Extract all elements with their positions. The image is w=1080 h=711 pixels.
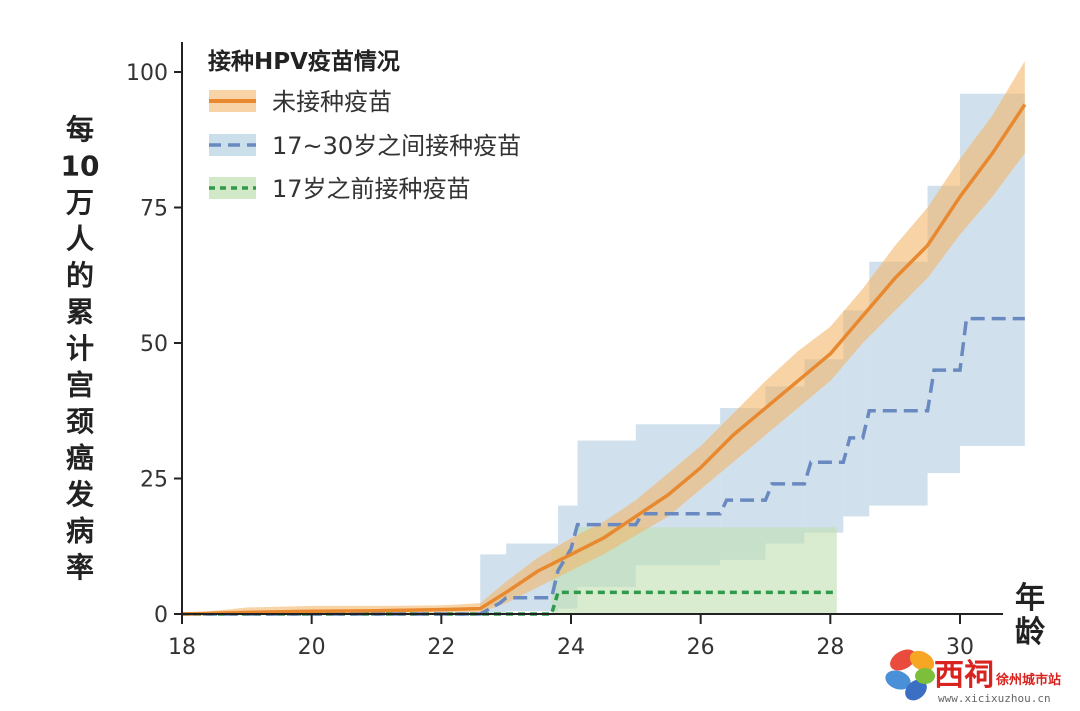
x-axis-ticks: 18 20 22 24 26 28 30 [168, 614, 974, 660]
watermark-site-name: 徐州城市站 [995, 672, 1061, 688]
x-tick-label: 20 [298, 635, 326, 660]
x-tick-label: 18 [168, 635, 196, 660]
y-tick-label: 50 [140, 332, 168, 357]
y-tick-label: 25 [140, 468, 168, 493]
y-tick-label: 75 [140, 197, 168, 222]
x-tick-label: 24 [557, 635, 585, 660]
confidence-bands [182, 61, 1025, 615]
watermark-url: www.xicixuzhou.cn [938, 692, 1051, 705]
watermark-brand: 西祠 [934, 658, 994, 693]
x-tick-label: 28 [816, 635, 844, 660]
line-vaccinated-17-30 [182, 316, 1025, 616]
x-tick-label: 26 [687, 635, 715, 660]
x-axis-label-text: 年龄 [1015, 581, 1046, 650]
y-tick-label: 0 [154, 603, 168, 628]
watermark-logo-flower [885, 649, 935, 701]
legend-item-vaccinated-17-30: 17~30岁之间接种疫苗 [209, 132, 521, 160]
legend-label-vaccinated-17-30: 17~30岁之间接种疫苗 [272, 132, 521, 160]
x-tick-label: 22 [427, 635, 455, 660]
y-axis-label-text: 每 10 万人的累计宫颈癌发病率 [61, 113, 100, 584]
legend-title: 接种HPV疫苗情况 [208, 48, 400, 75]
legend-label-vaccinated-before-17: 17岁之前接种疫苗 [272, 175, 471, 203]
x-tick-label: 30 [946, 635, 974, 660]
y-axis-label: 每 10 万人的累计宫颈癌发病率 [61, 113, 100, 584]
legend-item-vaccinated-before-17: 17岁之前接种疫苗 [209, 175, 471, 203]
y-axis-ticks: 0 25 50 75 100 [126, 61, 182, 628]
legend-item-unvaccinated: 未接种疫苗 [209, 88, 392, 116]
legend: 接种HPV疫苗情况 未接种疫苗 17~30岁之间接种疫苗 17岁之前接种疫苗 [208, 48, 521, 203]
legend-label-unvaccinated: 未接种疫苗 [272, 88, 392, 116]
y-tick-label: 100 [126, 61, 168, 86]
watermark: 西祠 徐州城市站 www.xicixuzhou.cn [885, 649, 1061, 705]
ci-band-unvaccinated [182, 61, 1025, 615]
line-unvaccinated [181, 103, 1027, 616]
x-axis-label: 年龄 [1015, 581, 1046, 650]
